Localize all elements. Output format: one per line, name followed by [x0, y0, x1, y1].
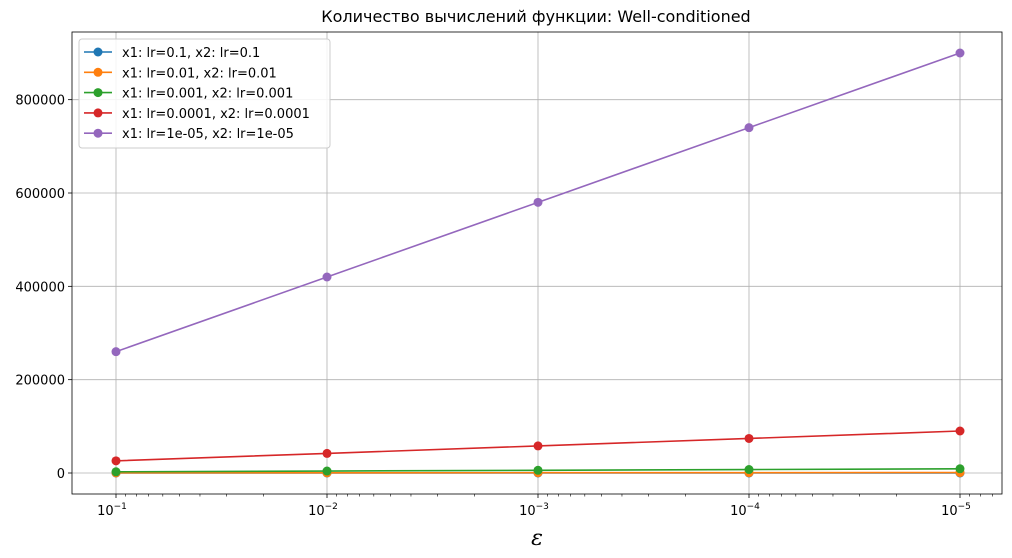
legend-marker	[93, 47, 103, 57]
y-tick-label: 600000	[15, 187, 65, 202]
legend-item: x1: lr=0.01, x2: lr=0.01	[84, 66, 277, 81]
legend-label: x1: lr=0.01, x2: lr=0.01	[122, 66, 277, 81]
legend-box	[78, 38, 331, 149]
data-point	[533, 465, 543, 475]
legend-label: x1: lr=0.001, x2: lr=0.001	[122, 87, 293, 102]
chart-title: Количество вычислений функции: Well-cond…	[321, 7, 750, 26]
legend-marker	[93, 88, 103, 98]
x-tick-base: 10	[97, 504, 114, 519]
legend-label: x1: lr=1e-05, x2: lr=1e-05	[122, 127, 294, 142]
x-tick-label: 10−1	[97, 502, 127, 519]
data-point	[955, 426, 965, 436]
x-tick-label: 10−4	[730, 502, 760, 519]
data-point	[744, 433, 754, 443]
data-point	[111, 467, 121, 477]
series-3	[111, 464, 965, 477]
axes-frame	[71, 31, 1003, 495]
y-tick-label: 800000	[15, 94, 65, 109]
x-tick-base: 10	[941, 504, 958, 519]
legend-marker	[93, 67, 103, 77]
data-point	[955, 48, 965, 58]
x-tick-exponent: −4	[747, 502, 761, 512]
legend: x1: lr=0.1, x2: lr=0.1 x1: lr=0.01, x2: l…	[78, 38, 331, 149]
data-point	[111, 456, 121, 466]
data-point	[744, 465, 754, 475]
series-4	[111, 426, 965, 466]
y-tick-label: 200000	[15, 374, 65, 389]
data-point	[322, 448, 332, 458]
x-tick-exponent: −2	[325, 502, 338, 512]
x-tick-label: 10−2	[308, 502, 338, 519]
data-point	[533, 441, 543, 451]
legend-item: x1: lr=0.1, x2: lr=0.1	[84, 46, 260, 61]
data-point	[744, 123, 754, 133]
x-tick-exponent: −3	[536, 502, 549, 512]
legend-item: x1: lr=0.001, x2: lr=0.001	[84, 87, 293, 102]
data-point	[322, 466, 332, 476]
x-tick-exponent: −5	[958, 502, 971, 512]
x-tick-base: 10	[730, 504, 747, 519]
legend-label: x1: lr=0.1, x2: lr=0.1	[122, 46, 260, 61]
legend-marker	[93, 108, 103, 118]
legend-label: x1: lr=0.0001, x2: lr=0.0001	[122, 107, 310, 122]
x-tick-label: 10−3	[519, 502, 549, 519]
data-point	[111, 347, 121, 357]
data-point	[955, 464, 965, 474]
legend-item: x1: lr=1e-05, x2: lr=1e-05	[84, 127, 294, 142]
y-tick-label: 0	[57, 467, 65, 482]
y-tick-label: 400000	[15, 280, 65, 295]
data-point	[533, 197, 543, 207]
x-tick-base: 10	[519, 504, 536, 519]
x-tick-label: 10−5	[941, 502, 971, 519]
series-5	[111, 48, 965, 357]
data-point	[322, 272, 332, 282]
x-axis-label: ε	[531, 526, 543, 551]
x-tick-base: 10	[308, 504, 325, 519]
legend-item: x1: lr=0.0001, x2: lr=0.0001	[84, 107, 310, 122]
legend-marker	[93, 128, 103, 138]
x-tick-exponent: −1	[114, 502, 127, 512]
